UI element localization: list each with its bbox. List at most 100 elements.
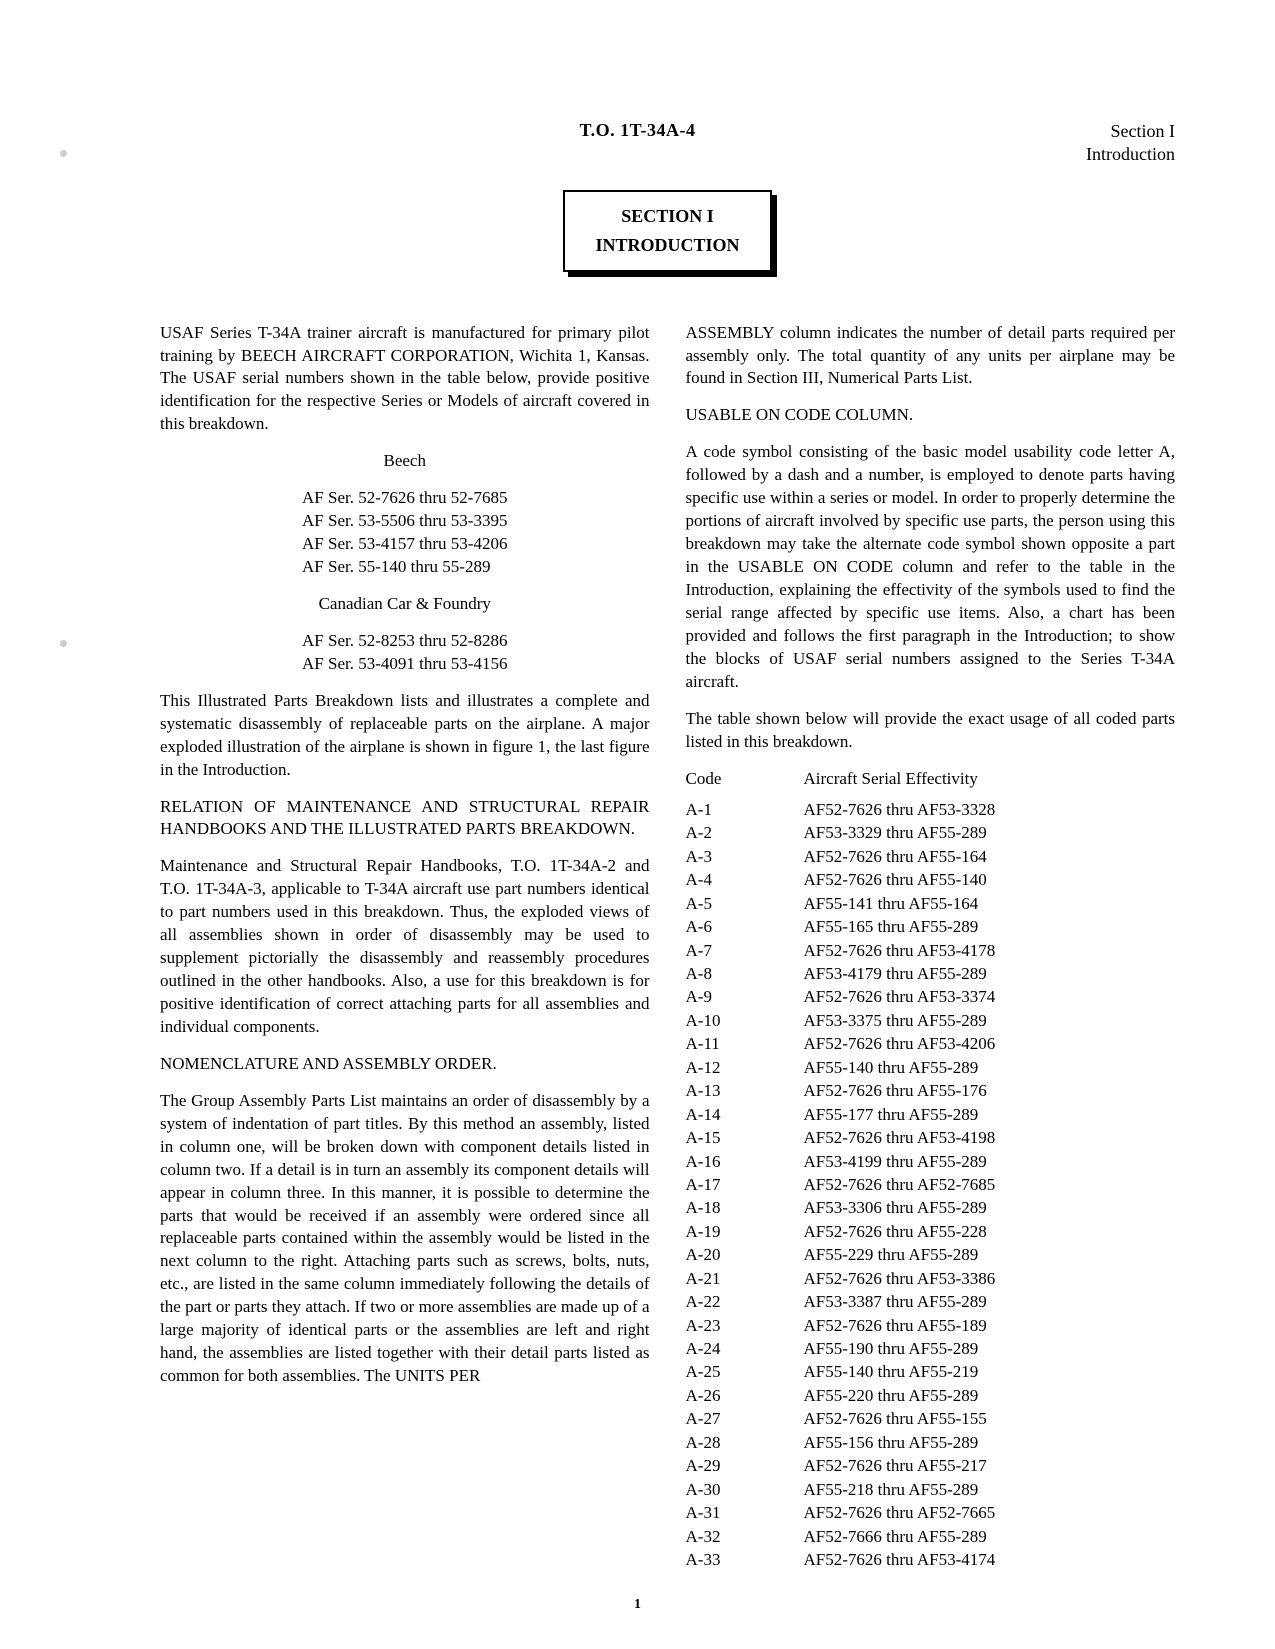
effectivity-cell: AF53-3375 thru AF55-289 — [804, 1010, 1176, 1033]
code-cell: A-31 — [686, 1502, 776, 1525]
effectivity-table: Code Aircraft Serial Effectivity A-1 AF52… — [686, 768, 1176, 1572]
effectivity-cell: AF52-7626 thru AF52-7685 — [804, 1174, 1176, 1197]
code-cell: A-29 — [686, 1455, 776, 1478]
code-cell: A-6 — [686, 916, 776, 939]
code-cell: A-14 — [686, 1104, 776, 1127]
section-title-box-wrap: SECTION I INTRODUCTION — [160, 190, 1175, 272]
effectivity-cell: AF52-7626 thru AF55-176 — [804, 1080, 1176, 1103]
code-cell: A-30 — [686, 1479, 776, 1502]
effectivity-cell: AF52-7626 thru AF55-228 — [804, 1221, 1176, 1244]
table-head-effectivity: Aircraft Serial Effectivity — [804, 768, 1176, 791]
code-cell: A-25 — [686, 1361, 776, 1384]
code-cell: A-10 — [686, 1010, 776, 1033]
right-subhead-1: USABLE ON CODE COLUMN. — [686, 404, 1176, 427]
effectivity-cell: AF52-7666 thru AF55-289 — [804, 1526, 1176, 1549]
code-cell: A-3 — [686, 846, 776, 869]
code-cell: A-9 — [686, 986, 776, 1009]
effectivity-cell: AF55-165 thru AF55-289 — [804, 916, 1176, 939]
document-header: T.O. 1T-34A-4 Section I Introduction — [0, 120, 1275, 141]
left-column: USAF Series T-34A trainer aircraft is ma… — [160, 322, 650, 1572]
serials-2: AF Ser. 52-8253 thru 52-8286AF Ser. 53-4… — [160, 630, 650, 676]
section-label: Section I — [1086, 120, 1175, 143]
code-cell: A-32 — [686, 1526, 776, 1549]
text-columns: USAF Series T-34A trainer aircraft is ma… — [160, 322, 1175, 1572]
table-head-code: Code — [686, 768, 776, 791]
effectivity-cell: AF52-7626 thru AF55-189 — [804, 1315, 1176, 1338]
serial-line: AF Ser. 52-8253 thru 52-8286 — [302, 630, 507, 653]
code-cell: A-26 — [686, 1385, 776, 1408]
effectivity-cell: AF52-7626 thru AF55-140 — [804, 869, 1176, 892]
code-cell: A-22 — [686, 1291, 776, 1314]
maker-2-label: Canadian Car & Foundry — [160, 593, 650, 616]
effectivity-cell: AF52-7626 thru AF53-3386 — [804, 1268, 1176, 1291]
section-sublabel: Introduction — [1086, 143, 1175, 166]
page-number: 1 — [634, 1597, 641, 1613]
effectivity-cell: AF55-190 thru AF55-289 — [804, 1338, 1176, 1361]
effectivity-cell: AF55-218 thru AF55-289 — [804, 1479, 1176, 1502]
code-cell: A-1 — [686, 799, 776, 822]
effectivity-cell: AF53-4179 thru AF55-289 — [804, 963, 1176, 986]
effectivity-cell: AF55-141 thru AF55-164 — [804, 893, 1176, 916]
code-cell: A-23 — [686, 1315, 776, 1338]
maker-1-label: Beech — [160, 450, 650, 473]
effectivity-cell: AF55-177 thru AF55-289 — [804, 1104, 1176, 1127]
effectivity-cell: AF55-140 thru AF55-219 — [804, 1361, 1176, 1384]
code-cell: A-19 — [686, 1221, 776, 1244]
code-cell: A-7 — [686, 940, 776, 963]
code-cell: A-17 — [686, 1174, 776, 1197]
code-cell: A-5 — [686, 893, 776, 916]
effectivity-cell: AF52-7626 thru AF53-4178 — [804, 940, 1176, 963]
code-cell: A-15 — [686, 1127, 776, 1150]
code-cell: A-27 — [686, 1408, 776, 1431]
left-subhead-1: RELATION OF MAINTENANCE AND STRUCTURAL R… — [160, 796, 650, 842]
right-para-3: The table shown below will provide the e… — [686, 708, 1176, 754]
serials-1: AF Ser. 52-7626 thru 52-7685AF Ser. 53-5… — [160, 487, 650, 579]
effectivity-cell: AF52-7626 thru AF52-7665 — [804, 1502, 1176, 1525]
left-para-2: This Illustrated Parts Breakdown lists a… — [160, 690, 650, 782]
code-cell: A-33 — [686, 1549, 776, 1572]
effectivity-cell: AF55-156 thru AF55-289 — [804, 1432, 1176, 1455]
effectivity-cell: AF53-3306 thru AF55-289 — [804, 1197, 1176, 1220]
code-cell: A-8 — [686, 963, 776, 986]
left-para-3: Maintenance and Structural Repair Handbo… — [160, 855, 650, 1039]
left-para-1: USAF Series T-34A trainer aircraft is ma… — [160, 322, 650, 437]
code-cell: A-4 — [686, 869, 776, 892]
code-cell: A-13 — [686, 1080, 776, 1103]
code-cell: A-12 — [686, 1057, 776, 1080]
serial-line: AF Ser. 55-140 thru 55-289 — [302, 556, 507, 579]
effectivity-cell: AF53-3387 thru AF55-289 — [804, 1291, 1176, 1314]
header-section-label: Section I Introduction — [1086, 120, 1175, 167]
effectivity-cell: AF55-140 thru AF55-289 — [804, 1057, 1176, 1080]
code-cell: A-28 — [686, 1432, 776, 1455]
effectivity-cell: AF52-7626 thru AF55-155 — [804, 1408, 1176, 1431]
section-box-title: SECTION I — [595, 202, 739, 231]
effectivity-cell: AF52-7626 thru AF53-4206 — [804, 1033, 1176, 1056]
right-para-2: A code symbol consisting of the basic mo… — [686, 441, 1176, 693]
effectivity-cell: AF52-7626 thru AF55-217 — [804, 1455, 1176, 1478]
section-box-subtitle: INTRODUCTION — [595, 231, 739, 260]
code-cell: A-24 — [686, 1338, 776, 1361]
effectivity-cell: AF53-3329 thru AF55-289 — [804, 822, 1176, 845]
code-cell: A-18 — [686, 1197, 776, 1220]
section-title-box: SECTION I INTRODUCTION — [563, 190, 771, 272]
serial-line: AF Ser. 53-4157 thru 53-4206 — [302, 533, 507, 556]
code-cell: A-21 — [686, 1268, 776, 1291]
effectivity-cell: AF53-4199 thru AF55-289 — [804, 1151, 1176, 1174]
effectivity-cell: AF52-7626 thru AF53-3328 — [804, 799, 1176, 822]
right-para-1: ASSEMBLY column indicates the number of … — [686, 322, 1176, 391]
code-cell: A-11 — [686, 1033, 776, 1056]
code-cell: A-16 — [686, 1151, 776, 1174]
to-number: T.O. 1T-34A-4 — [100, 120, 1175, 141]
left-subhead-2: NOMENCLATURE AND ASSEMBLY ORDER. — [160, 1053, 650, 1076]
effectivity-cell: AF52-7626 thru AF55-164 — [804, 846, 1176, 869]
serial-line: AF Ser. 52-7626 thru 52-7685 — [302, 487, 507, 510]
effectivity-cell: AF52-7626 thru AF53-4198 — [804, 1127, 1176, 1150]
effectivity-cell: AF55-220 thru AF55-289 — [804, 1385, 1176, 1408]
effectivity-cell: AF55-229 thru AF55-289 — [804, 1244, 1176, 1267]
effectivity-cell: AF52-7626 thru AF53-4174 — [804, 1549, 1176, 1572]
page: T.O. 1T-34A-4 Section I Introduction SEC… — [0, 0, 1275, 1649]
serial-line: AF Ser. 53-4091 thru 53-4156 — [302, 653, 507, 676]
left-para-4: The Group Assembly Parts List maintains … — [160, 1090, 650, 1388]
code-cell: A-2 — [686, 822, 776, 845]
effectivity-cell: AF52-7626 thru AF53-3374 — [804, 986, 1176, 1009]
